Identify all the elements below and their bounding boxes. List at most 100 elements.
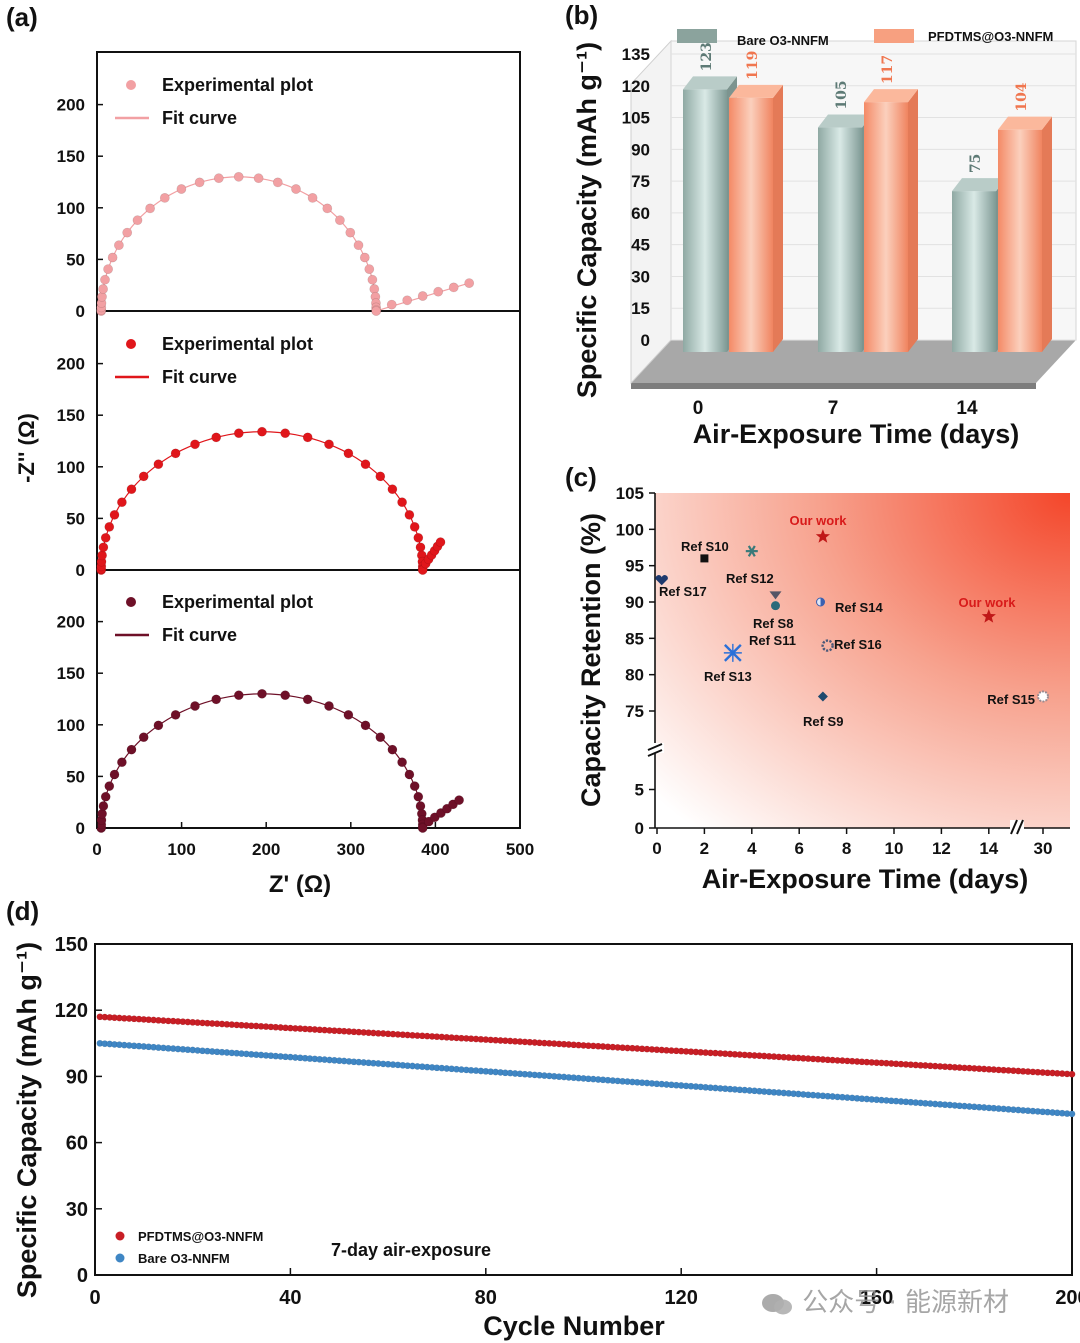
data-point xyxy=(257,688,267,699)
data-point xyxy=(97,550,107,561)
y-tick-label: 135 xyxy=(622,45,650,64)
data-point xyxy=(194,177,205,188)
y-tick-label: 5 xyxy=(635,781,644,800)
data-point xyxy=(132,215,143,226)
x-tick-label: 400 xyxy=(421,840,449,859)
x-tick-label: 2 xyxy=(700,839,709,858)
x-tick-label: 7 xyxy=(828,398,839,419)
wechat-logo-icon xyxy=(762,1293,792,1314)
y-tick-label: 150 xyxy=(57,664,85,683)
data-point xyxy=(159,192,170,203)
panel-label-c: (c) xyxy=(565,462,597,492)
y-tick-label: 90 xyxy=(66,1066,88,1088)
legend-swatch-pfd xyxy=(874,29,914,43)
panel-b-ylabel: Specific Capacity (mAh g⁻¹) xyxy=(572,42,602,398)
watermark: 公众号 · 能源新材 xyxy=(760,1282,1009,1319)
data-point xyxy=(454,795,464,805)
x-tick-label: 6 xyxy=(794,839,803,858)
data-point xyxy=(367,274,378,285)
point-label: Ref S15 xyxy=(987,692,1035,707)
data-point xyxy=(404,510,415,520)
data-point xyxy=(253,173,264,184)
x-tick-label: 0 xyxy=(92,840,101,859)
y-tick-label: 150 xyxy=(55,934,88,956)
y-tick-label: 90 xyxy=(631,140,650,159)
data-point xyxy=(170,448,181,459)
data-point xyxy=(415,542,426,553)
data-point xyxy=(257,426,267,437)
data-point xyxy=(145,203,155,214)
bar-side xyxy=(908,89,918,352)
data-point xyxy=(100,274,110,285)
data-point xyxy=(233,428,244,439)
data-point xyxy=(375,471,386,482)
bar-side xyxy=(773,84,783,352)
legend-label-pfd-d: PFDTMS@O3-NNFM xyxy=(138,1229,263,1244)
y-tick-label: 0 xyxy=(76,302,85,321)
legend-marker-experimental xyxy=(126,339,136,349)
x-tick-label: 30 xyxy=(1034,839,1053,858)
x-tick-label: 40 xyxy=(279,1287,301,1309)
legend-label-bare: Bare O3-NNFM xyxy=(737,33,829,48)
data-point xyxy=(280,428,291,439)
point-label: Ref S8 xyxy=(753,616,793,631)
bar-value-label: 75 xyxy=(968,154,984,173)
legend-label-fit: Fit curve xyxy=(162,108,237,128)
bar xyxy=(818,127,862,352)
point-label: Ref S14 xyxy=(835,600,883,615)
data-point xyxy=(109,769,120,780)
data-point xyxy=(98,284,108,294)
data-point xyxy=(107,252,118,263)
legend-label-experimental: Experimental plot xyxy=(162,592,313,612)
y-tick-label: 50 xyxy=(66,250,85,269)
data-point xyxy=(404,769,415,780)
data-point xyxy=(345,227,356,238)
panel-b-bar-chart: 123 119 105 117 75 104 0 15 30 45 60 75 90 105 120 135… xyxy=(572,29,1077,449)
data-point xyxy=(353,240,364,251)
data-point xyxy=(176,184,187,194)
data-point xyxy=(114,240,124,251)
data-point xyxy=(291,184,301,194)
bar-top xyxy=(952,178,1006,192)
y-tick-label: 0 xyxy=(76,819,85,838)
x-tick-label: 14 xyxy=(979,839,998,858)
y-tick-label: 200 xyxy=(57,613,85,632)
y-tick-label: 85 xyxy=(625,629,644,648)
data-point-square xyxy=(700,554,709,563)
y-tick-label: 100 xyxy=(616,520,644,539)
y-tick-label: 200 xyxy=(57,355,85,374)
point-label: Ref S13 xyxy=(704,669,752,684)
y-tick-label: 0 xyxy=(635,819,644,838)
panel-d-cycling: 0 40 80 120 160 200 0 30 60 90 120 150 PFDTMS@O3-NN… xyxy=(12,934,1080,1341)
x-axis-break-mark-1 xyxy=(1010,819,1018,835)
data-point xyxy=(413,532,424,543)
data-point xyxy=(302,432,313,443)
x-tick-label: 0 xyxy=(89,1287,100,1309)
watermark-text: 公众号 · 能源新材 xyxy=(802,1288,1010,1318)
bar-value-label: 104 xyxy=(1014,82,1030,111)
data-point xyxy=(190,439,200,450)
y-tick-label: 120 xyxy=(55,1000,88,1022)
data-point xyxy=(100,791,111,802)
bar xyxy=(864,102,908,352)
bar xyxy=(683,89,727,352)
y-tick-label: 60 xyxy=(631,204,650,223)
data-point-halfcircle-fill xyxy=(820,598,825,606)
data-point xyxy=(104,781,115,791)
x-tick-label: 100 xyxy=(167,840,195,859)
data-point xyxy=(402,295,413,306)
y-tick-label: 90 xyxy=(625,593,644,612)
y-tick-label: 50 xyxy=(66,509,85,528)
y-tick-label: 15 xyxy=(631,299,650,318)
point-label: Ref S17 xyxy=(659,584,707,599)
bar-value-label: 123 xyxy=(699,42,715,71)
panel-c-comparison: 0 2 4 6 8 10 12 14 30 0 5 75 80 85 90 95 100 105 Ref S17 R… xyxy=(576,484,1070,894)
panel-a-frame xyxy=(96,51,521,829)
x-tick-label: 200 xyxy=(1055,1287,1080,1309)
bar-top xyxy=(683,76,737,90)
panel-label-d: (d) xyxy=(6,896,39,926)
data-point-gear xyxy=(821,639,834,652)
data-point xyxy=(213,173,224,184)
x-tick-label: 14 xyxy=(956,398,978,419)
